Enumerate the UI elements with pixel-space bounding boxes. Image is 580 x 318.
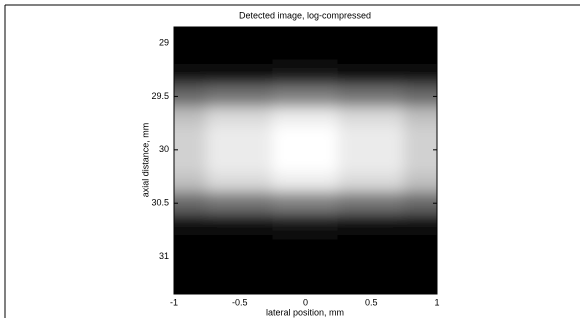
image-cell bbox=[272, 173, 339, 193]
image-cell bbox=[206, 40, 273, 65]
x-axis-label: lateral position, mm bbox=[266, 307, 344, 317]
image-cell bbox=[338, 192, 405, 214]
image-cell bbox=[206, 173, 273, 193]
page: {"chart_data": {"type": "image", "title"… bbox=[0, 0, 580, 318]
image-cell bbox=[272, 235, 339, 257]
image-cell bbox=[272, 141, 339, 158]
image-cell bbox=[272, 125, 339, 142]
image-cell bbox=[206, 235, 273, 257]
x-tick-label: 1 bbox=[434, 297, 439, 307]
image-cell bbox=[338, 107, 405, 127]
image-cell bbox=[338, 235, 405, 257]
image-cell bbox=[206, 125, 273, 142]
image-cell bbox=[338, 64, 405, 86]
x-tick-label: -0.5 bbox=[232, 297, 248, 307]
image-cell bbox=[272, 40, 339, 65]
image-cell bbox=[206, 141, 273, 158]
image-cell bbox=[206, 107, 273, 127]
chart-title: Detected image, log-compressed bbox=[239, 10, 371, 20]
image bbox=[141, 13, 471, 308]
image-cell bbox=[206, 85, 273, 107]
image-cell bbox=[338, 213, 405, 235]
y-tick-label: 30.5 bbox=[151, 198, 169, 208]
y-tick-label: 31 bbox=[159, 251, 169, 261]
image-cell bbox=[272, 64, 339, 86]
image-cell bbox=[338, 141, 405, 158]
image-cell bbox=[272, 157, 339, 174]
image-cell bbox=[338, 173, 405, 193]
image-cell bbox=[206, 256, 273, 281]
image-cell bbox=[338, 125, 405, 142]
image-cell bbox=[272, 107, 339, 127]
image-cell bbox=[338, 256, 405, 281]
image-cell bbox=[272, 213, 339, 235]
y-tick-label: 29.5 bbox=[151, 91, 169, 101]
image-cell bbox=[338, 40, 405, 65]
image-cell bbox=[338, 85, 405, 107]
image-cell bbox=[272, 192, 339, 214]
image-cell bbox=[272, 256, 339, 281]
x-tick-label: -1 bbox=[170, 297, 178, 307]
image-cell bbox=[206, 192, 273, 214]
image-cell bbox=[338, 157, 405, 174]
plot-area bbox=[141, 13, 471, 308]
chart: Detected image, log-compressed lateral p… bbox=[0, 0, 580, 318]
image-cell bbox=[272, 85, 339, 107]
x-tick-label: 0 bbox=[303, 297, 308, 307]
image-cell bbox=[206, 157, 273, 174]
y-axis-label: axial distance, mm bbox=[140, 123, 150, 198]
image-cell bbox=[206, 64, 273, 86]
y-tick-label: 29 bbox=[159, 37, 169, 47]
x-tick-label: 0.5 bbox=[365, 297, 378, 307]
y-tick-label: 30 bbox=[159, 144, 169, 154]
image-cell bbox=[206, 213, 273, 235]
